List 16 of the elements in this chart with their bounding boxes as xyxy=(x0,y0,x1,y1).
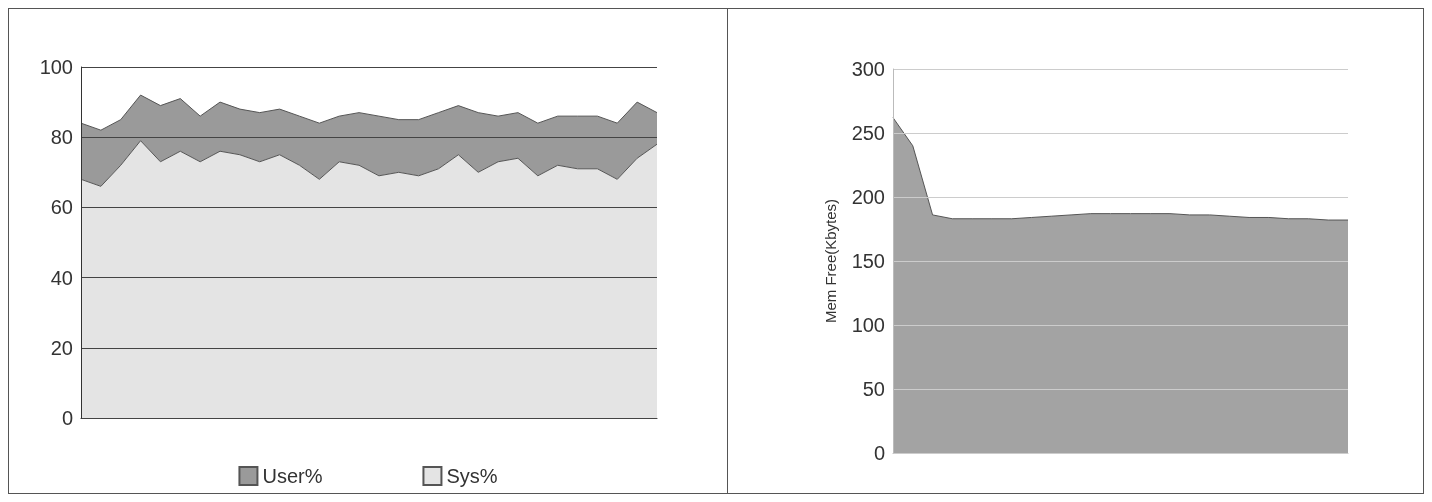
legend-label: User% xyxy=(262,465,323,487)
y-tick-label: 250 xyxy=(851,122,885,144)
y-tick-label: 40 xyxy=(50,266,73,289)
y-axis-title: Mem Free(Kbytes) xyxy=(822,198,839,324)
y-tick-label: 0 xyxy=(873,442,885,464)
legend-label: Sys% xyxy=(446,465,498,487)
y-tick-label: 300 xyxy=(851,58,885,80)
y-tick-label: 200 xyxy=(851,186,885,208)
y-tick-label: 0 xyxy=(61,407,73,429)
y-tick-label: 100 xyxy=(851,314,885,336)
y-tick-label: 150 xyxy=(851,250,885,272)
y-tick-label: 20 xyxy=(50,336,73,359)
y-tick-label: 80 xyxy=(50,126,73,149)
y-tick-label: 100 xyxy=(39,56,73,78)
y-tick-label: 50 xyxy=(862,378,885,400)
y-tick-label: 60 xyxy=(50,196,73,219)
